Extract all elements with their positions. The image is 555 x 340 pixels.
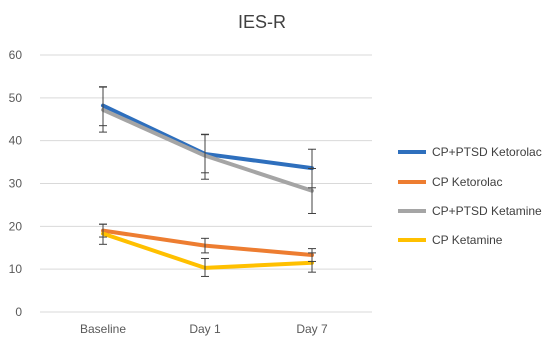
y-tick-label: 40	[9, 134, 23, 148]
legend-label: CP Ketorolac	[432, 175, 502, 189]
legend-label: CP+PTSD Ketamine	[432, 204, 542, 218]
x-tick-label: Baseline	[80, 322, 126, 336]
chart-title: IES-R	[238, 12, 286, 32]
x-axis-ticks: Baseline Day 1 Day 7	[80, 322, 328, 336]
error-bar	[99, 223, 107, 245]
y-axis-ticks: 0 10 20 30 40 50 60	[9, 48, 23, 319]
legend: CP+PTSD Ketorolac CP Ketorolac CP+PTSD Ket…	[398, 145, 542, 247]
error-bar	[201, 133, 209, 180]
error-bar	[201, 237, 209, 254]
y-tick-label: 50	[9, 91, 23, 105]
error-bar	[201, 257, 209, 277]
error-bar	[99, 86, 107, 133]
x-tick-label: Day 7	[296, 322, 328, 336]
y-tick-label: 20	[9, 219, 23, 233]
error-bar	[308, 168, 316, 214]
gridlines	[40, 54, 372, 313]
series-line	[101, 103, 314, 171]
legend-label: CP+PTSD Ketorolac	[432, 145, 542, 159]
error-bar	[308, 252, 316, 273]
series-lines	[101, 103, 314, 270]
y-tick-label: 10	[9, 262, 23, 276]
series-line	[101, 107, 314, 193]
x-tick-label: Day 1	[189, 322, 221, 336]
y-tick-label: 30	[9, 177, 23, 191]
error-bars	[99, 86, 316, 277]
y-tick-label: 0	[15, 305, 22, 319]
y-tick-label: 60	[9, 48, 23, 62]
legend-label: CP Ketamine	[432, 233, 503, 247]
